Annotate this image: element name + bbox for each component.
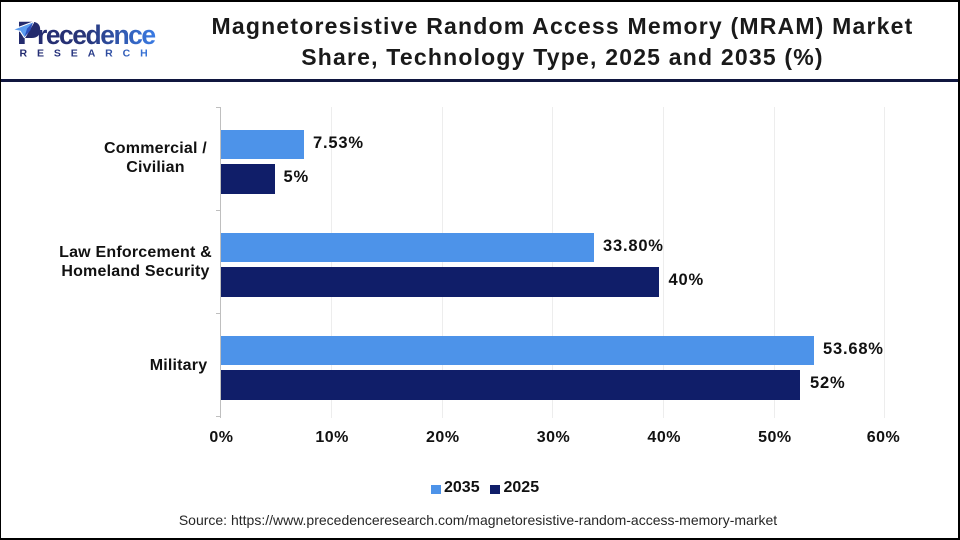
svg-text:RESEARCH: RESEARCH [20,47,158,59]
svg-text:recedence: recedence [37,20,155,50]
